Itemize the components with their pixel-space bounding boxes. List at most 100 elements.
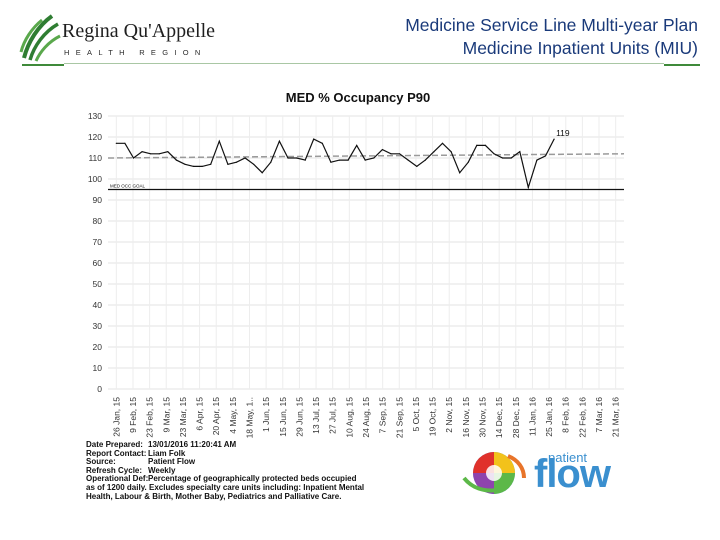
org-subtitle: HEALTH REGION xyxy=(64,48,207,57)
data-point xyxy=(501,157,504,159)
report-metadata: Date Prepared: 13/01/2016 11:20:41 AM Repo… xyxy=(86,440,364,501)
chart-lines: MED OCC GOAL 119 xyxy=(107,128,625,191)
header-rule-left xyxy=(22,64,64,66)
metadata-row: Report Contact: Liam Folk xyxy=(86,448,364,459)
data-point xyxy=(433,151,435,153)
x-tick-label: 6 Apr, 15 xyxy=(195,397,205,431)
data-point xyxy=(390,153,392,155)
data-point xyxy=(227,163,229,165)
data-point xyxy=(467,161,469,163)
data-point xyxy=(124,142,126,144)
data-point xyxy=(553,138,555,140)
x-tick-label: 15 Jun, 15 xyxy=(278,397,288,437)
data-point xyxy=(527,186,529,188)
x-tick-label: 27 Jul, 15 xyxy=(328,397,338,434)
y-tick-label: 40 xyxy=(93,300,103,310)
x-tick-label: 7 Sep, 15 xyxy=(378,397,388,434)
data-point xyxy=(450,151,452,153)
data-point xyxy=(201,165,203,167)
wheat-icon xyxy=(19,14,61,62)
metadata-value: Liam Folk xyxy=(148,448,186,458)
x-tick-label: 7 Mar, 16 xyxy=(594,397,604,433)
x-tick-label: 9 Feb, 15 xyxy=(128,397,138,433)
page-title: Medicine Service Line Multi-year Plan Me… xyxy=(405,14,698,60)
data-point xyxy=(278,140,281,142)
metadata-row: Operational Def: Percentage of geographic… xyxy=(86,475,364,484)
data-point xyxy=(287,157,289,159)
x-tick-label: 2 Nov, 15 xyxy=(444,397,454,433)
data-point xyxy=(338,159,341,161)
org-name: Regina Qu'Appelle xyxy=(62,20,216,42)
data-point xyxy=(510,157,512,159)
data-point xyxy=(536,159,538,161)
data-point xyxy=(364,159,366,161)
series-line xyxy=(116,138,555,190)
header-rule-right xyxy=(664,64,700,66)
x-tick-label: 21 Sep, 15 xyxy=(394,397,404,438)
x-tick-label: 14 Dec, 15 xyxy=(494,397,504,438)
data-point xyxy=(167,151,169,153)
metadata-label: Report Contact: xyxy=(86,448,147,458)
x-tick-label: 18 May, 1.. xyxy=(244,397,254,438)
metadata-value: Percentage of geographically protected b… xyxy=(148,474,357,484)
data-point xyxy=(313,138,315,140)
data-point xyxy=(175,159,178,161)
x-tick-label: 4 May, 15 xyxy=(228,397,238,434)
header-rule xyxy=(64,63,664,64)
x-tick-label: 23 Mar, 15 xyxy=(178,397,188,437)
metadata-row: Refresh Cycle: Weekly xyxy=(86,465,364,476)
title-line-1: Medicine Service Line Multi-year Plan xyxy=(405,15,698,35)
trend-line xyxy=(107,153,625,159)
y-tick-label: 30 xyxy=(93,321,103,331)
metadata-value: Patient Flow xyxy=(148,457,196,467)
y-tick-label: 10 xyxy=(93,363,103,373)
data-point xyxy=(244,157,246,159)
data-point xyxy=(132,157,135,159)
data-point xyxy=(158,153,160,155)
x-tick-label: 28 Dec, 15 xyxy=(511,397,521,438)
x-tick-label: 8 Feb, 16 xyxy=(561,397,571,433)
title-line-2: Medicine Inpatient Units (MIU) xyxy=(462,38,698,58)
metadata-label: Refresh Cycle: xyxy=(86,465,143,475)
data-point xyxy=(407,159,409,161)
x-tick-label: 25 Jan, 16 xyxy=(544,397,554,437)
data-point xyxy=(347,159,349,161)
data-point xyxy=(115,142,117,144)
y-tick-label: 90 xyxy=(93,195,103,205)
data-point xyxy=(210,163,212,165)
definition-line-3: Health, Labour & Birth, Mother Baby, Ped… xyxy=(86,491,342,501)
data-point xyxy=(150,153,152,155)
y-axis-ticks: 0 10 20 30 40 50 60 70 80 90 100 110 120 130 xyxy=(88,111,102,394)
logo-word-patient: patient xyxy=(548,450,588,465)
goal-label: MED OCC GOAL xyxy=(110,184,146,189)
x-tick-label: 16 Nov, 15 xyxy=(461,397,471,438)
metadata-value: 13/01/2016 11:20:41 AM xyxy=(148,440,237,449)
data-point xyxy=(141,151,143,153)
x-tick-label: 11 Jan, 16 xyxy=(527,397,537,436)
region-logo: Regina Qu'Appelle HEALTH REGION xyxy=(18,14,233,64)
x-tick-label: 29 Jun, 15 xyxy=(294,397,304,437)
x-tick-label: 1 Jun, 15 xyxy=(261,397,271,432)
y-tick-label: 110 xyxy=(88,153,102,163)
y-tick-label: 50 xyxy=(93,279,103,289)
y-tick-label: 70 xyxy=(93,237,103,247)
x-tick-label: 26 Jan, 15 xyxy=(111,397,121,437)
data-point xyxy=(261,172,263,174)
data-point xyxy=(184,163,186,165)
x-tick-label: 30 Nov, 15 xyxy=(478,397,488,438)
x-tick-label: 22 Feb, 16 xyxy=(577,397,587,438)
y-tick-label: 20 xyxy=(93,342,103,352)
logo-word-flow: flow xyxy=(534,452,611,496)
data-point xyxy=(330,161,332,163)
x-tick-label: 9 Mar, 15 xyxy=(161,397,171,433)
x-tick-label: 21 Mar, 16 xyxy=(611,397,621,437)
data-point xyxy=(321,142,323,144)
x-tick-label: 20 Apr, 15 xyxy=(211,397,221,436)
data-point xyxy=(235,161,238,163)
data-point xyxy=(356,144,358,146)
data-point xyxy=(416,165,418,167)
data-point xyxy=(424,159,426,161)
data-point xyxy=(476,144,478,146)
y-tick-label: 130 xyxy=(88,111,102,121)
y-tick-label: 80 xyxy=(93,216,103,226)
